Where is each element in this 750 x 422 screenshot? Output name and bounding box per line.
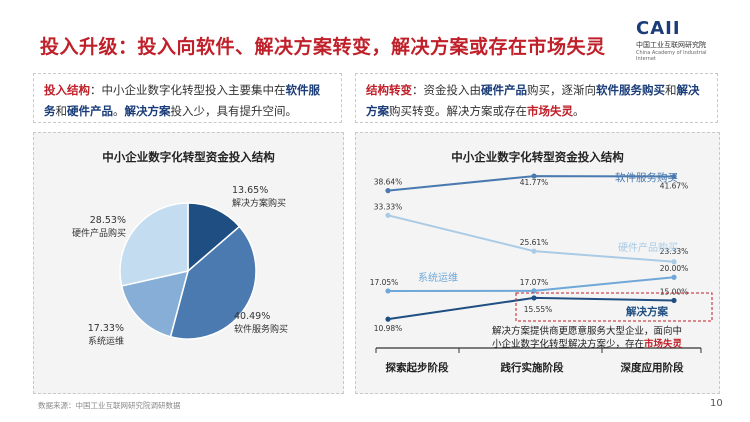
data-label: 20.00% <box>660 264 689 273</box>
series-point <box>531 248 537 254</box>
right-note-t6: 和 <box>665 83 677 97</box>
data-label: 15.00% <box>660 287 689 296</box>
pie-value-label: 13.65% <box>232 185 268 196</box>
pie-slice <box>120 269 190 338</box>
left-note-t6: 。 <box>113 104 125 118</box>
pie-value-label: 28.53% <box>90 215 126 226</box>
series-name-label: 解决方案 <box>625 305 668 318</box>
annotation-line-1: 解决方案提供商更愿意服务大型企业，面向中 <box>492 325 682 337</box>
data-label: 17.05% <box>370 278 399 287</box>
left-note-t3: 软件服务 <box>44 83 320 118</box>
pie-value-label: 40.49% <box>234 311 270 322</box>
right-note: 结构转变：资金投入由硬件产品购买，逐渐向软件服务购买和解决方案购买转变。解决方案… <box>355 73 718 123</box>
data-label: 10.98% <box>374 324 403 333</box>
pie-slice-label: 硬件产品购买 <box>72 227 126 239</box>
pie-slice-label: 解决方案购买 <box>232 197 286 209</box>
caii-logo: CAII 中国工业互联网研究院 China Academy of Industr… <box>636 18 726 64</box>
pie-slice-label: 软件服务购买 <box>234 323 288 335</box>
pie-panel: 中小企业数字化转型资金投入结构 13.65% 解决方案购买 40.49% 软件服务购买… <box>33 132 344 394</box>
left-note-t2: ：中小企业数字化转型投入主要集中在 <box>90 83 286 97</box>
left-note: 投入结构：中小企业数字化转型投入主要集中在软件服务和硬件产品。解决方案投入少，具… <box>33 73 342 123</box>
series-point <box>531 288 537 294</box>
x-category-label: 探索起步阶段 <box>386 361 449 374</box>
right-note-t2: ：资金投入由 <box>412 83 481 97</box>
data-label: 38.64% <box>374 178 403 187</box>
series-point <box>671 274 677 280</box>
right-note-t3: 硬件产品 <box>481 83 527 97</box>
series-name-label: 硬件产品购买 <box>618 241 678 254</box>
right-note-t4: 购买，逐渐向 <box>527 83 596 97</box>
data-label: 17.07% <box>520 278 549 287</box>
series-point <box>385 288 391 294</box>
left-note-t4: 和 <box>55 104 68 118</box>
right-note-t5: 软件服务购买 <box>596 83 665 97</box>
series-point <box>385 188 391 194</box>
series-point <box>385 212 391 218</box>
page-number: 10 <box>710 398 723 409</box>
logo-mark: CAII <box>636 18 681 39</box>
series-point <box>531 295 537 301</box>
pie-chart: 13.65%解决方案购买 40.49%软件服务购买 17.33%系统运维 28.53%… <box>72 185 288 347</box>
x-category-label: 深度应用阶段 <box>621 361 684 374</box>
right-note-t1: 结构转变 <box>366 83 412 97</box>
page-title: 投入升级：投入向软件、解决方案转变，解决方案或存在市场失灵 <box>40 36 606 58</box>
series-point <box>671 259 677 265</box>
series-name-label: 软件服务购买 <box>615 171 678 184</box>
pie-slice <box>119 202 189 287</box>
pie-slice <box>187 202 241 273</box>
data-label: 15.55% <box>524 305 553 314</box>
line-panel: 中小企业数字化转型资金投入结构 探索起步阶段 践行实施阶段 深度应用阶段 38.64%… <box>355 132 720 394</box>
x-category-label: 践行实施阶段 <box>501 361 564 374</box>
data-label: 41.67% <box>660 182 689 191</box>
left-note-t1: 投入结构 <box>44 83 90 97</box>
right-note-t10: 。 <box>573 104 585 118</box>
pie-slice <box>169 225 257 340</box>
series-point <box>531 173 537 179</box>
left-note-t7: 解决方案 <box>124 104 171 118</box>
series-point <box>385 316 391 322</box>
series-point <box>671 297 677 304</box>
right-note-t9: 市场失灵 <box>527 104 573 118</box>
data-label: 41.77% <box>520 178 549 187</box>
right-note-t8: 购买转变。解决方案或存在 <box>389 104 527 118</box>
right-note-t7: 解决方案 <box>366 83 700 118</box>
line-chart: 探索起步阶段 践行实施阶段 深度应用阶段 38.64% 41.77% 41.67%软件服务… <box>370 171 713 374</box>
highlight-box <box>515 292 713 322</box>
line-chart-title: 中小企业数字化转型资金投入结构 <box>451 150 624 164</box>
left-note-t8: 投入少，具有提升空间。 <box>170 104 298 118</box>
series-name-label: 系统运维 <box>418 271 458 284</box>
data-label: 25.61% <box>520 238 549 247</box>
logo-en: China Academy of Industrial Internet <box>636 50 707 62</box>
left-note-t5: 硬件产品 <box>67 104 113 118</box>
pie-chart-title: 中小企业数字化转型资金投入结构 <box>102 150 275 164</box>
data-label: 33.33% <box>374 202 403 211</box>
data-label: 23.33% <box>660 247 689 256</box>
series-point <box>671 173 677 180</box>
pie-value-label: 17.33% <box>88 323 124 334</box>
data-source: 数据来源：中国工业互联网研究院调研数据 <box>38 401 181 410</box>
pie-slice-label: 系统运维 <box>88 335 124 347</box>
logo-cn: 中国工业互联网研究院 <box>636 41 706 49</box>
annotation-line-2: 小企业数字化转型解决方案少，存在市场失灵 <box>492 338 683 350</box>
